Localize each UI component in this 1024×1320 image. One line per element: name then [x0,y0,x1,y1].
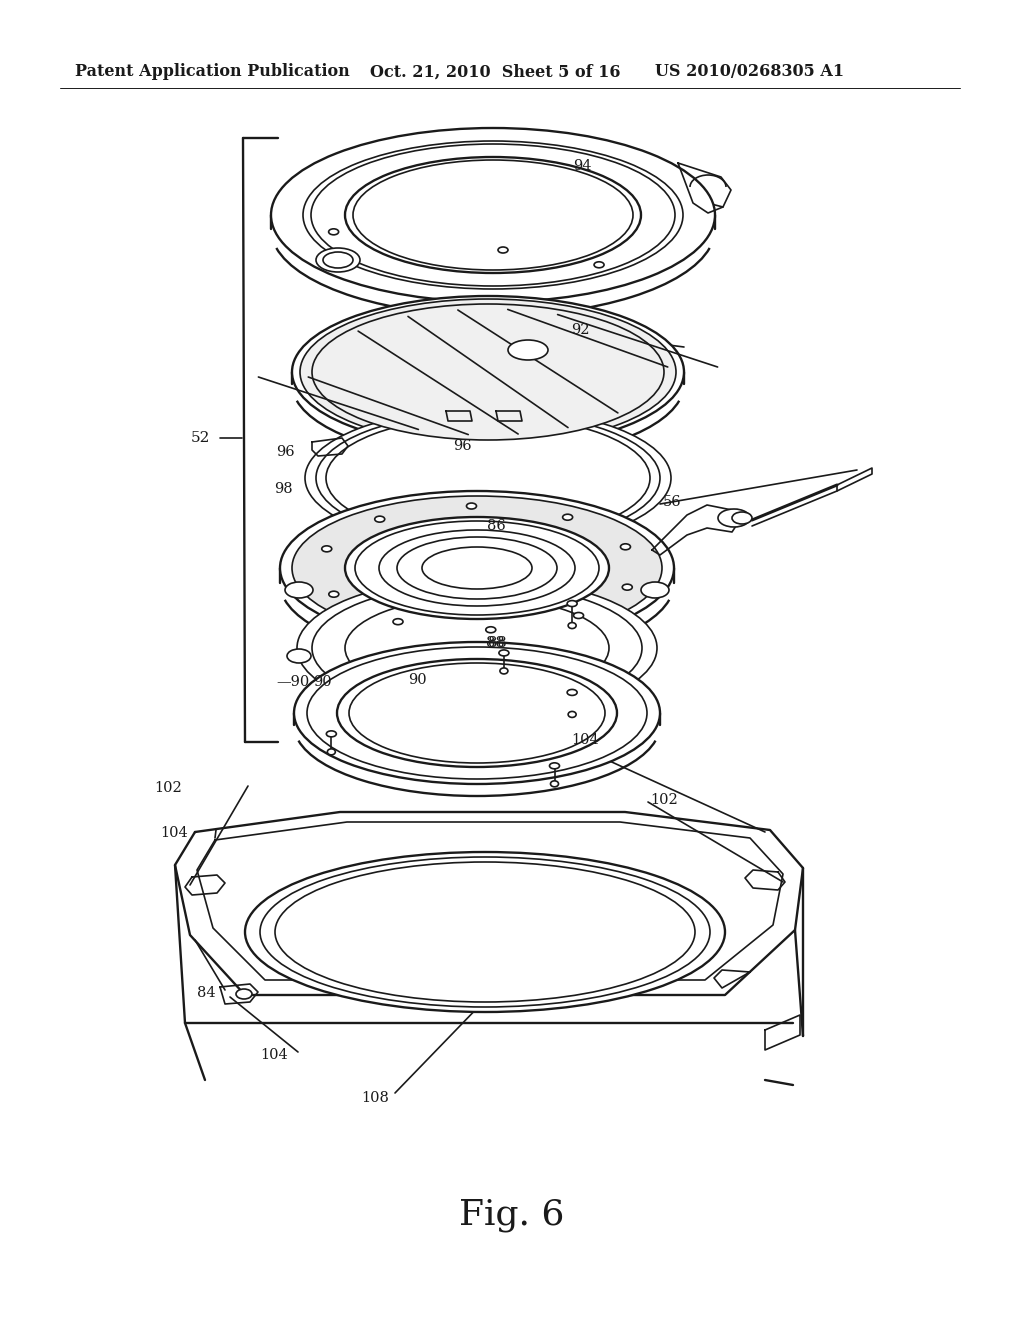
Ellipse shape [303,141,683,289]
Ellipse shape [508,341,548,360]
Ellipse shape [621,544,631,550]
Text: 104: 104 [571,733,599,747]
Text: 56: 56 [663,495,682,510]
Ellipse shape [312,304,664,440]
Ellipse shape [345,597,609,700]
Ellipse shape [328,748,335,755]
Ellipse shape [287,649,311,663]
Ellipse shape [236,989,252,999]
Ellipse shape [567,601,578,607]
Ellipse shape [305,408,671,548]
Ellipse shape [300,300,676,445]
Ellipse shape [292,496,662,640]
Ellipse shape [567,689,578,696]
Text: 104: 104 [260,1048,288,1063]
Text: 88: 88 [488,636,507,649]
Text: —90: —90 [276,675,310,689]
Ellipse shape [326,416,650,540]
Ellipse shape [732,512,752,524]
Ellipse shape [379,531,575,606]
Ellipse shape [316,248,360,272]
Ellipse shape [322,546,332,552]
Text: 92: 92 [571,323,590,337]
Ellipse shape [285,582,313,598]
Ellipse shape [467,503,476,510]
Ellipse shape [349,663,605,763]
Text: Patent Application Publication: Patent Application Publication [75,63,350,81]
Ellipse shape [397,537,557,599]
Ellipse shape [594,261,604,268]
Ellipse shape [375,516,385,523]
Ellipse shape [307,647,647,779]
Text: 52: 52 [190,432,210,445]
Ellipse shape [422,546,532,589]
Ellipse shape [297,578,657,718]
Text: 94: 94 [573,158,592,173]
Ellipse shape [485,627,496,632]
Text: 102: 102 [650,793,678,807]
Text: 90: 90 [408,673,427,686]
Ellipse shape [641,582,669,598]
Text: 102: 102 [155,781,182,795]
Ellipse shape [329,591,339,597]
Ellipse shape [345,157,641,273]
Ellipse shape [718,510,750,527]
Text: 84: 84 [198,986,216,1001]
Ellipse shape [562,515,572,520]
Text: 108: 108 [361,1092,389,1105]
Ellipse shape [568,711,577,718]
Ellipse shape [393,619,403,624]
Ellipse shape [550,763,559,768]
Ellipse shape [573,612,584,619]
Ellipse shape [260,857,710,1007]
Ellipse shape [316,412,660,544]
Text: Fig. 6: Fig. 6 [460,1199,564,1232]
Text: 98: 98 [274,482,293,496]
Ellipse shape [271,128,715,302]
Text: 86: 86 [487,519,506,533]
Ellipse shape [275,862,695,1002]
Text: 104: 104 [160,826,188,840]
Text: 88: 88 [486,636,505,649]
Text: 90: 90 [313,675,332,689]
Ellipse shape [312,583,642,711]
Ellipse shape [345,517,609,619]
Ellipse shape [500,668,508,675]
Ellipse shape [623,585,632,590]
Ellipse shape [245,851,725,1012]
Ellipse shape [323,252,353,268]
Ellipse shape [355,521,599,615]
Ellipse shape [498,247,508,253]
Ellipse shape [353,160,633,271]
Ellipse shape [499,649,509,656]
Ellipse shape [337,659,617,767]
Ellipse shape [294,642,660,784]
Text: 96: 96 [453,440,472,453]
Ellipse shape [329,228,339,235]
Text: Oct. 21, 2010  Sheet 5 of 16: Oct. 21, 2010 Sheet 5 of 16 [370,63,621,81]
Ellipse shape [327,731,336,737]
Text: US 2010/0268305 A1: US 2010/0268305 A1 [655,63,844,81]
Ellipse shape [292,296,684,447]
Text: 96: 96 [276,445,295,459]
Ellipse shape [280,491,674,645]
Ellipse shape [311,144,675,286]
Ellipse shape [551,781,558,787]
Ellipse shape [568,623,577,628]
